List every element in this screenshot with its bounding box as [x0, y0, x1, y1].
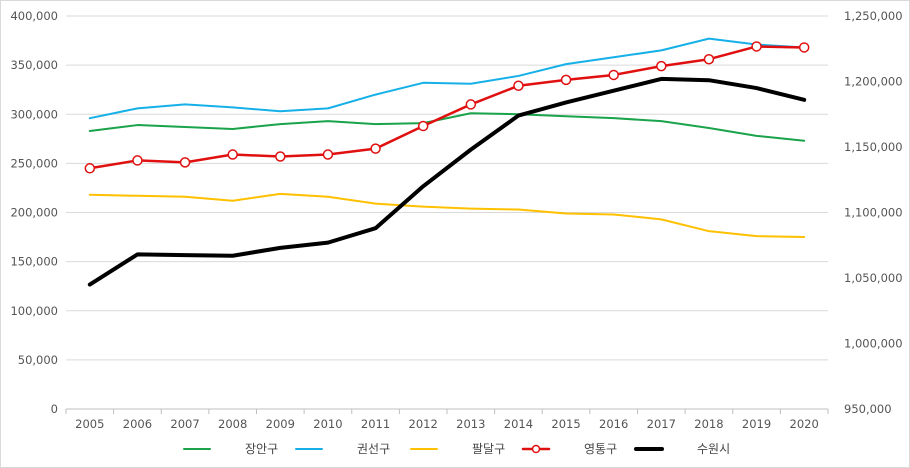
data-point — [798, 42, 810, 53]
data-point — [465, 99, 477, 110]
x-tick-label: 2005 — [75, 417, 104, 431]
data-point — [560, 74, 572, 86]
data-point — [608, 69, 619, 81]
left-y-tick-label: 300,000 — [10, 107, 58, 121]
right-y-tick-label: 1,100,000 — [844, 206, 903, 220]
left-y-tick-label: 250,000 — [10, 156, 58, 170]
legend-label: 장안구 — [245, 442, 278, 456]
series-line-2 — [88, 192, 806, 239]
x-tick-label: 2015 — [551, 417, 580, 431]
data-point — [132, 155, 143, 166]
left-y-tick-label: 100,000 — [10, 304, 58, 318]
x-tick-label: 2009 — [266, 417, 295, 431]
x-tick-label: 2016 — [599, 417, 628, 431]
left-y-tick-label: 150,000 — [10, 255, 58, 269]
data-point — [703, 53, 715, 65]
x-tick-label: 2011 — [361, 417, 390, 431]
legend-label: 팔달구 — [472, 442, 505, 456]
left-y-tick-label: 0 — [51, 402, 58, 416]
series-lines — [84, 37, 810, 287]
series-line-4 — [87, 76, 807, 287]
legend: 장안구 권선구 팔달구 영통구 수원시 — [183, 442, 730, 456]
x-tick-label: 2018 — [694, 417, 723, 431]
legend-label: 권선구 — [357, 442, 390, 456]
data-point — [370, 143, 381, 154]
x-tick-label: 2020 — [790, 417, 819, 431]
data-point — [322, 149, 334, 160]
left-y-axis: 0 50,000 100,000 150,000 200,000 250,000 300,0… — [10, 9, 58, 416]
data-point — [275, 151, 286, 162]
left-y-tick-label: 350,000 — [10, 58, 58, 72]
x-tick-label: 2012 — [409, 417, 438, 431]
legend-marker — [531, 444, 541, 454]
series-line-3 — [88, 45, 806, 170]
legend-label: 수원시 — [697, 442, 730, 456]
left-y-tick-label: 400,000 — [10, 9, 58, 23]
data-point — [179, 157, 191, 168]
x-tick-label: 2013 — [456, 417, 485, 431]
right-y-tick-label: 1,000,000 — [844, 337, 903, 351]
x-tick-label: 2017 — [647, 417, 676, 431]
x-axis: 2005 2006 2007 2008 2009 2010 2011 2012 2013 2014… — [65, 409, 829, 431]
data-point — [513, 80, 524, 92]
x-tick-label: 2014 — [504, 417, 533, 431]
series-line-1 — [88, 37, 806, 120]
right-y-tick-label: 1,200,000 — [844, 75, 903, 89]
right-y-axis: 950,000 1,000,000 1,050,000 1,100,000 1,150,… — [844, 9, 903, 416]
legend-label: 영통구 — [584, 442, 617, 456]
series-line-0 — [88, 112, 806, 142]
right-y-tick-label: 950,000 — [844, 402, 892, 416]
x-tick-label: 2008 — [218, 417, 247, 431]
left-y-tick-label: 200,000 — [10, 206, 58, 220]
x-tick-label: 2010 — [313, 417, 342, 431]
data-point — [656, 60, 667, 72]
right-y-tick-label: 1,050,000 — [844, 271, 903, 285]
x-tick-label: 2007 — [170, 417, 199, 431]
gridlines — [66, 15, 828, 410]
left-y-tick-label: 50,000 — [18, 353, 58, 367]
x-tick-label: 2019 — [742, 417, 771, 431]
x-tick-label: 2006 — [123, 417, 152, 431]
data-point — [751, 41, 762, 52]
right-y-tick-label: 1,150,000 — [844, 140, 903, 154]
data-point — [227, 149, 238, 160]
data-point — [84, 163, 96, 174]
right-y-tick-label: 1,250,000 — [844, 9, 903, 23]
data-point — [417, 120, 429, 132]
